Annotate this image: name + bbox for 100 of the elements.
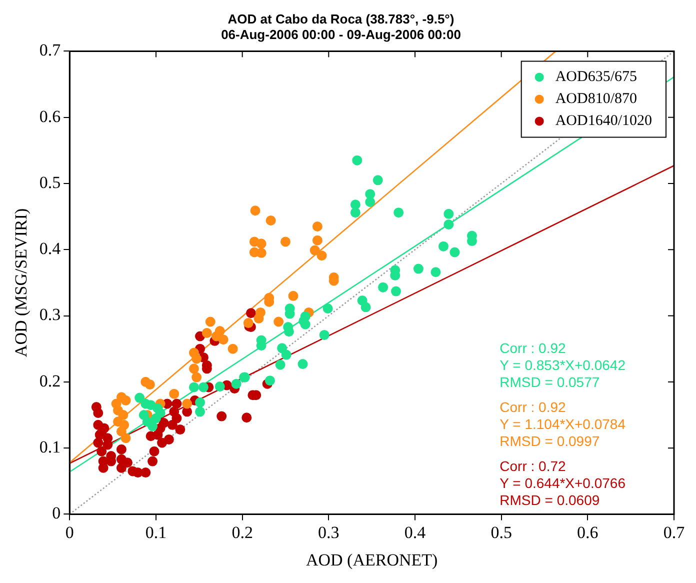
point <box>120 433 131 444</box>
point <box>280 236 290 247</box>
x-tick-label: 0 <box>65 522 74 542</box>
point <box>281 350 292 360</box>
point <box>430 267 441 278</box>
annotation: RMSD = 0.0609 <box>500 492 600 508</box>
x-tick-label: 0.1 <box>145 522 167 542</box>
x-tick-label: 0.7 <box>663 522 686 542</box>
y-tick-label: 0 <box>52 504 61 523</box>
point <box>254 313 264 324</box>
y-tick-label: 0.3 <box>39 305 61 324</box>
point <box>195 397 206 408</box>
point <box>148 456 158 466</box>
point <box>98 456 108 466</box>
point <box>167 420 178 430</box>
point <box>444 208 454 219</box>
point <box>198 382 208 392</box>
point <box>116 454 126 464</box>
chart-title: AOD at Cabo da Roca (38.783°, -9.5°) <box>228 11 454 26</box>
point <box>350 208 360 218</box>
point <box>264 376 275 386</box>
point <box>150 413 161 424</box>
annotation: RMSD = 0.0997 <box>500 433 600 450</box>
y-tick-label: 0.2 <box>39 371 61 390</box>
point <box>214 382 225 392</box>
point <box>256 238 266 249</box>
point <box>274 316 284 327</box>
point <box>312 221 322 232</box>
point <box>372 175 383 186</box>
y-axis-title: AOD (MSG/SEVIRI) <box>12 208 31 358</box>
point <box>275 360 286 370</box>
point <box>93 408 104 418</box>
point <box>360 302 371 312</box>
annotation: Y = 0.644*X+0.0766 <box>500 475 626 492</box>
point <box>132 468 143 478</box>
point <box>175 424 186 435</box>
legend-label: AOD1640/1020 <box>555 113 652 130</box>
point <box>218 334 228 345</box>
point <box>438 241 448 252</box>
point <box>228 344 238 354</box>
x-tick-label: 0.4 <box>404 522 426 542</box>
point <box>146 431 156 442</box>
y-tick-label: 0.1 <box>39 438 61 457</box>
point <box>144 380 155 390</box>
x-axis-title: AOD (AERONET) <box>306 550 438 570</box>
point <box>118 410 128 420</box>
point <box>319 330 330 340</box>
point <box>288 290 298 301</box>
point <box>391 286 401 296</box>
point <box>250 206 260 216</box>
point <box>312 235 322 246</box>
point <box>394 208 404 218</box>
point <box>450 247 460 258</box>
annotation: RMSD = 0.0577 <box>500 374 600 390</box>
x-tick-label: 0.3 <box>318 522 340 542</box>
legend-label: AOD635/675 <box>555 69 638 86</box>
point <box>378 282 388 292</box>
point <box>149 446 160 456</box>
point <box>310 245 320 256</box>
point <box>169 388 180 399</box>
point <box>243 318 254 328</box>
point <box>134 392 145 403</box>
point <box>413 264 424 274</box>
point <box>192 354 202 364</box>
x-tick-label: 0.5 <box>490 522 512 542</box>
annotation: Y = 1.104*X+0.0784 <box>500 416 626 432</box>
y-tick-label: 0.5 <box>39 172 61 192</box>
x-tick-label: 0.2 <box>232 522 253 542</box>
point <box>93 420 104 430</box>
point <box>277 343 288 354</box>
point <box>365 197 376 208</box>
point <box>322 303 333 314</box>
point <box>164 434 174 444</box>
point <box>93 438 104 448</box>
point <box>242 412 252 423</box>
point <box>300 319 310 330</box>
y-tick-label: 0.4 <box>39 239 62 258</box>
y-tick-label: 0.6 <box>39 106 61 126</box>
point <box>284 326 294 337</box>
point <box>188 382 199 392</box>
annotation: Y = 0.853*X+0.0642 <box>500 357 626 374</box>
point <box>96 446 107 456</box>
y-tick-label: 0.7 <box>39 40 62 60</box>
point <box>216 411 227 422</box>
point <box>120 395 131 406</box>
point <box>182 398 192 409</box>
annotation: Corr : 0.92 <box>500 399 566 416</box>
point <box>266 216 276 226</box>
point <box>246 308 256 318</box>
point <box>148 421 158 432</box>
point <box>256 248 266 258</box>
point <box>116 444 126 454</box>
point <box>172 398 182 409</box>
point <box>202 328 212 338</box>
chart-subtitle: 06-Aug-2006 00:00 - 09-Aug-2006 00:00 <box>221 26 461 42</box>
point <box>352 155 362 166</box>
x-tick-label: 0.6 <box>577 522 598 542</box>
point <box>316 250 327 261</box>
legend-label: AOD810/870 <box>555 91 638 108</box>
point <box>444 219 454 230</box>
